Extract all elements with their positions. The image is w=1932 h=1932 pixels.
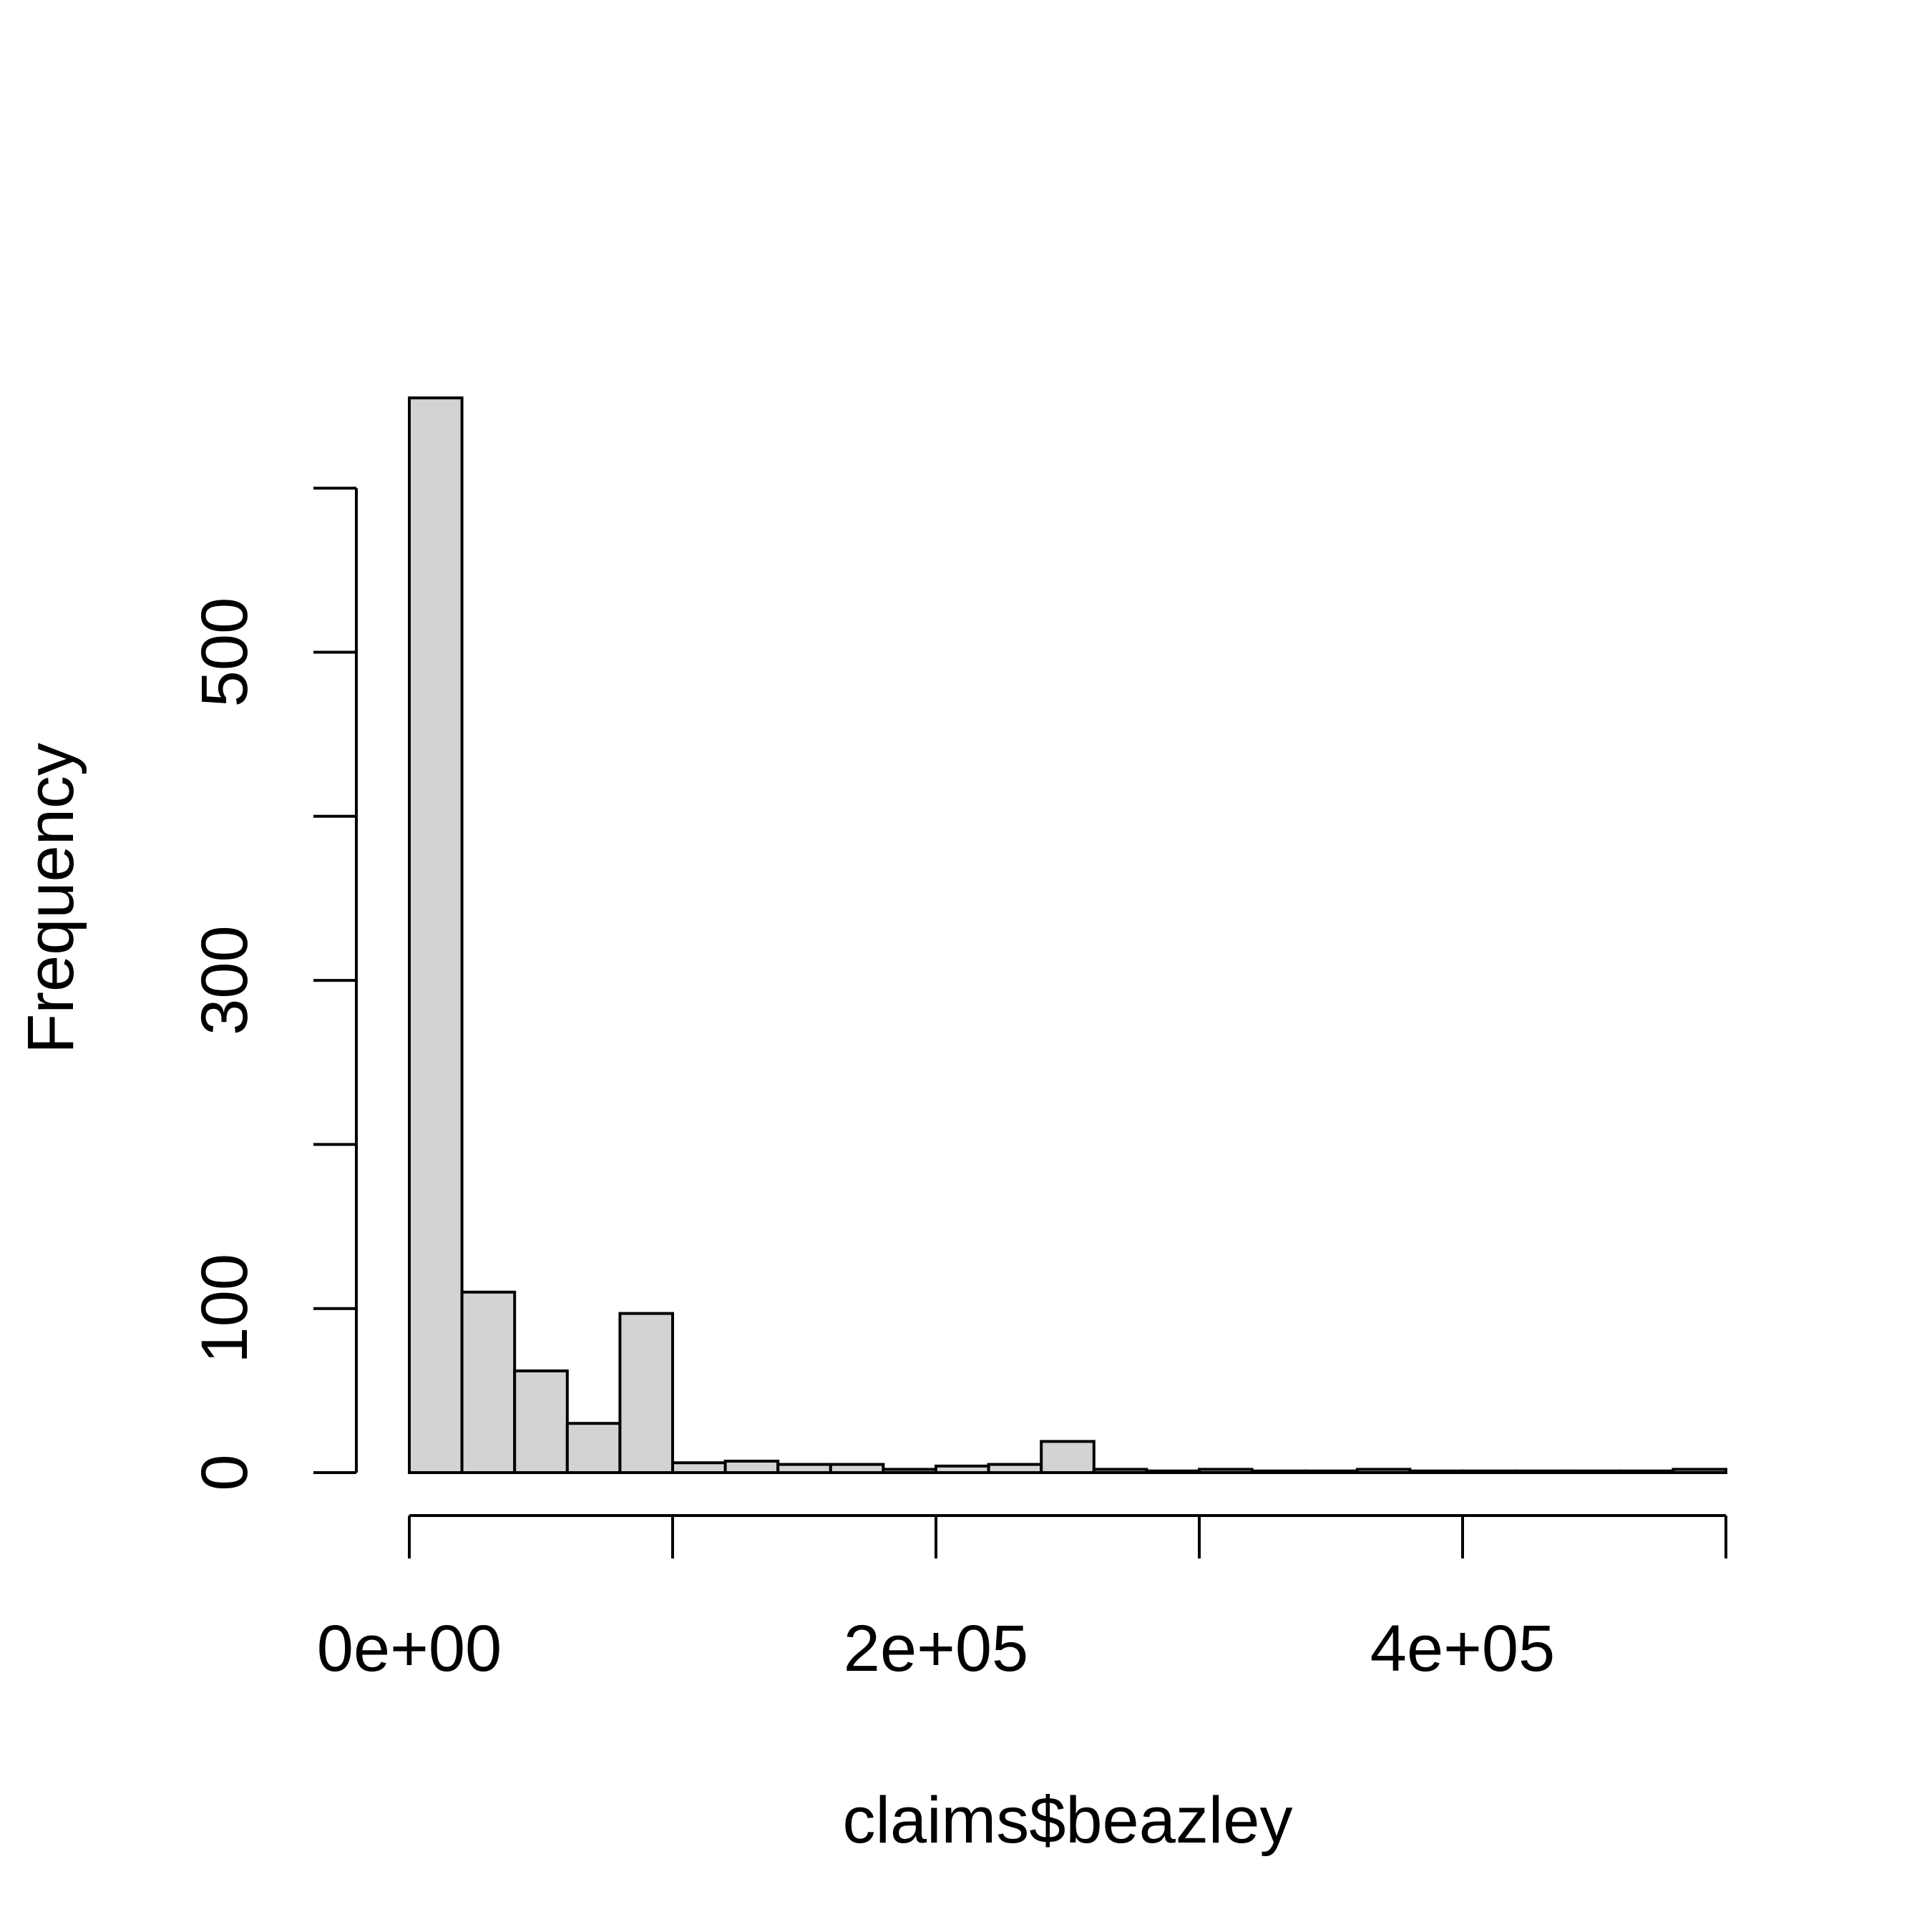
x-tick-label: 0e+00 xyxy=(317,1612,502,1685)
x-axis: 0e+00 2e+05 4e+05 xyxy=(317,1514,1727,1685)
histogram-bar xyxy=(1619,1469,1675,1475)
x-axis-title: claims$beazley xyxy=(843,1784,1293,1857)
histogram-bar xyxy=(1092,1468,1148,1475)
histogram-bar xyxy=(1461,1469,1517,1475)
y-tick-label: 300 xyxy=(188,925,261,1035)
histogram-bar xyxy=(618,1312,675,1474)
histogram-bar xyxy=(1566,1469,1622,1475)
histogram-bar xyxy=(829,1463,885,1475)
y-axis-title: Frequency xyxy=(14,743,87,1054)
histogram-bar xyxy=(1513,1469,1570,1475)
histogram-bar xyxy=(671,1461,727,1474)
histogram-bar xyxy=(882,1468,938,1475)
histogram-bar xyxy=(1355,1468,1412,1475)
histogram-bar xyxy=(723,1459,780,1474)
histogram-bar xyxy=(776,1463,832,1475)
histogram-bar xyxy=(460,1290,517,1475)
histogram-bar xyxy=(1145,1469,1201,1475)
histogram-bar xyxy=(1250,1469,1307,1475)
histogram-bar xyxy=(1198,1468,1254,1475)
histogram-bar xyxy=(1672,1468,1727,1475)
x-tick-label: 2e+05 xyxy=(844,1612,1028,1685)
x-tick-label: 4e+05 xyxy=(1370,1612,1555,1685)
histogram-bar xyxy=(408,396,464,1475)
histogram-bar xyxy=(935,1464,990,1474)
histogram-bar xyxy=(1408,1469,1465,1475)
histogram-bar xyxy=(1040,1440,1096,1474)
y-axis: 0 100 300 500 xyxy=(188,487,358,1491)
y-tick-label: 0 xyxy=(188,1454,261,1491)
bars-group xyxy=(408,396,1727,1475)
histogram-bar xyxy=(987,1463,1043,1475)
histogram-bar xyxy=(513,1369,569,1474)
y-tick-label: 100 xyxy=(188,1254,261,1364)
histogram-bar xyxy=(1303,1469,1359,1475)
y-tick-label: 500 xyxy=(188,597,261,708)
histogram-bar xyxy=(565,1422,622,1474)
